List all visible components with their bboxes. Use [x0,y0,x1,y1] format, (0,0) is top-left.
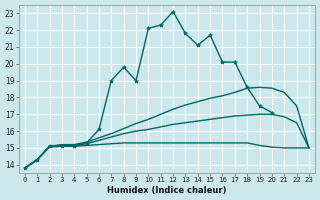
X-axis label: Humidex (Indice chaleur): Humidex (Indice chaleur) [107,186,227,195]
